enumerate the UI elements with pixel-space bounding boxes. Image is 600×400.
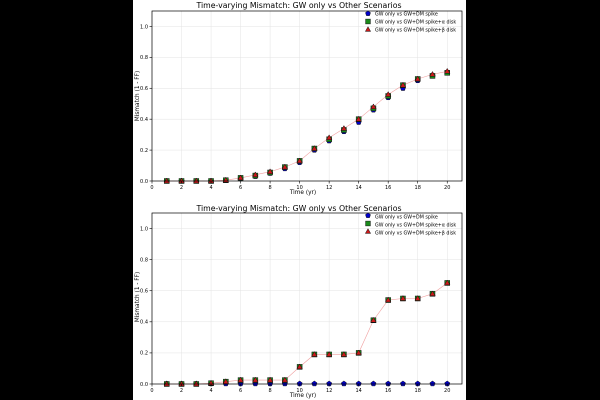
- x-tick-label: 0: [150, 388, 153, 394]
- point-spike-beta: [252, 171, 259, 178]
- chart-top-legend: GW only vs GW+DM spike GW only vs GW+DM …: [364, 10, 456, 34]
- y-tick-label: 0.8: [140, 257, 148, 263]
- legend-marker-spike-alpha: [365, 220, 371, 227]
- x-tick-label: 16: [385, 388, 391, 394]
- point-spike-beta: [281, 163, 289, 170]
- x-tick-label: 18: [415, 185, 421, 191]
- point-spike-beta: [340, 351, 348, 357]
- point-spike: [370, 380, 377, 387]
- y-tick-label: 0.2: [140, 148, 148, 154]
- plot-frame: [151, 10, 463, 182]
- chart-bottom: Time-varying Mismatch: GW only vs Other …: [135, 204, 463, 399]
- x-tick-label: 2: [180, 388, 183, 394]
- point-spike-beta: [237, 174, 244, 181]
- legend-marker-spike: [365, 10, 371, 16]
- point-spike-beta: [281, 376, 289, 383]
- point-spike: [311, 380, 318, 387]
- y-tick-label: 0.4: [140, 117, 148, 123]
- x-tick-label: 10: [296, 388, 302, 394]
- point-spike-beta: [193, 380, 200, 387]
- x-tick-label: 8: [269, 185, 272, 191]
- chart-top-xlabel: Time (yr): [289, 190, 316, 196]
- legend-label-spike-alpha: GW only vs GW+DM spike+α disk: [375, 223, 456, 229]
- point-spike-beta: [193, 177, 200, 184]
- point-spike: [400, 380, 406, 387]
- legend-marker-spike: [365, 212, 371, 218]
- chart-bottom-legend: GW only vs GW+DM spike GW only vs GW+DM …: [364, 212, 456, 237]
- point-spike-beta: [355, 349, 362, 356]
- legend-label-spike-beta: GW only vs GW+DM spike+β disk: [375, 231, 456, 237]
- point-spike: [429, 380, 436, 387]
- point-spike-beta: [414, 295, 421, 301]
- x-tick-label: 8: [269, 388, 272, 394]
- y-tick-label: 0.0: [140, 382, 148, 388]
- y-tick-label: 0.6: [140, 289, 148, 295]
- point-spike-beta: [163, 380, 170, 387]
- point-spike-beta: [311, 351, 318, 357]
- point-spike-beta: [429, 70, 436, 77]
- point-spike-beta: [266, 168, 274, 174]
- y-tick-label: 0.6: [140, 86, 148, 92]
- point-spike-beta: [370, 103, 377, 110]
- x-tick-label: 4: [209, 185, 212, 191]
- y-tick-label: 0.2: [140, 351, 148, 357]
- x-tick-label: 10: [296, 185, 302, 191]
- point-spike-beta: [311, 145, 318, 151]
- y-tick-label: 0.0: [140, 179, 148, 185]
- point-spike-beta: [370, 316, 377, 323]
- legend-label-spike-alpha: GW only vs GW+DM spike+α disk: [375, 20, 456, 26]
- x-tick-label: 20: [444, 388, 450, 394]
- point-spike-beta: [340, 125, 348, 131]
- point-spike-beta: [399, 81, 407, 88]
- point-spike-beta: [325, 351, 333, 357]
- chart-bottom-title: Time-varying Mismatch: GW only vs Other …: [195, 204, 401, 213]
- x-tick-label: 16: [385, 185, 391, 191]
- chart-top-ylabel: Mismatch (1 - FF): [135, 71, 141, 121]
- point-spike-beta: [296, 157, 303, 164]
- legend-marker-spike-beta: [364, 26, 372, 32]
- point-spike-beta: [355, 115, 362, 122]
- x-tick-label: 20: [444, 185, 450, 191]
- point-spike-beta: [163, 177, 170, 184]
- point-spike-beta: [385, 91, 392, 97]
- chart-bottom-xlabel: Time (yr): [289, 393, 316, 399]
- legend-label-spike-beta: GW only vs GW+DM spike+β disk: [375, 28, 456, 34]
- plot-frame: [151, 212, 463, 385]
- legend-label-spike: GW only vs GW+DM spike: [375, 215, 438, 221]
- x-tick-label: 6: [239, 185, 242, 191]
- point-spike-beta: [237, 376, 244, 383]
- x-tick-label: 14: [355, 185, 361, 191]
- chart-top-title: Time-varying Mismatch: GW only vs Other …: [195, 1, 401, 10]
- x-tick-label: 6: [239, 388, 242, 394]
- point-spike-beta: [325, 134, 333, 140]
- point-spike: [340, 380, 347, 387]
- point-spike-beta: [296, 363, 303, 370]
- point-spike-beta: [444, 67, 451, 74]
- x-tick-label: 14: [355, 388, 361, 394]
- point-spike-beta: [429, 290, 436, 297]
- chart-bottom-ylabel: Mismatch (1 - FF): [135, 272, 141, 322]
- legend-marker-spike-beta: [364, 228, 372, 234]
- point-spike-beta: [399, 295, 407, 301]
- point-spike-beta: [266, 376, 274, 383]
- y-tick-label: 1.0: [140, 226, 148, 232]
- x-tick-label: 4: [209, 388, 212, 394]
- x-tick-label: 18: [415, 388, 421, 394]
- legend-label-spike: GW only vs GW+DM spike: [375, 12, 438, 18]
- y-tick-label: 0.4: [140, 320, 148, 326]
- point-spike-beta: [444, 279, 451, 286]
- x-tick-label: 12: [326, 185, 332, 191]
- point-spike-beta: [252, 376, 259, 383]
- legend-marker-spike-alpha: [365, 18, 371, 25]
- point-spike-beta: [414, 75, 421, 82]
- chart-top: Time-varying Mismatch: GW only vs Other …: [135, 1, 463, 196]
- x-tick-label: 0: [150, 185, 153, 191]
- x-tick-label: 12: [326, 388, 332, 394]
- point-spike-beta: [385, 296, 392, 303]
- x-tick-label: 2: [180, 185, 183, 191]
- y-tick-label: 0.8: [140, 55, 148, 61]
- y-tick-label: 1.0: [140, 24, 148, 30]
